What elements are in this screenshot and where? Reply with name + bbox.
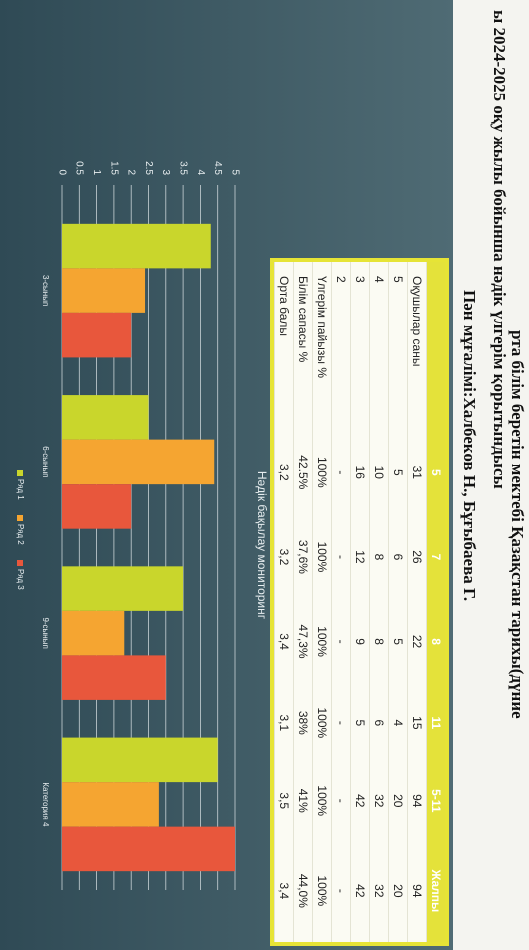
legend-label: Ряд 1 bbox=[16, 479, 25, 500]
legend-swatch bbox=[17, 560, 23, 566]
y-tick-label: 0.5 bbox=[74, 161, 85, 175]
bar bbox=[62, 395, 149, 440]
legend-label: Ряд 2 bbox=[16, 524, 25, 545]
legend-label: Ряд 3 bbox=[16, 569, 25, 590]
y-tick-label: 1.5 bbox=[108, 161, 119, 175]
legend-swatch bbox=[17, 515, 23, 521]
bar bbox=[62, 312, 132, 358]
legend-swatch bbox=[17, 470, 23, 476]
bar bbox=[62, 566, 184, 611]
y-tick-label: 3.5 bbox=[177, 161, 188, 175]
bar bbox=[61, 655, 166, 700]
y-tick-label: 2.5 bbox=[143, 161, 154, 175]
x-tick-label: 6-сынып bbox=[41, 446, 50, 477]
x-tick-label: Категория 4 bbox=[41, 782, 50, 827]
chart-title: Нәдік бақылау мониторинг bbox=[255, 471, 269, 620]
x-tick-label: 3-сынып bbox=[41, 275, 50, 306]
bar bbox=[62, 782, 159, 827]
y-tick-label: 5 bbox=[229, 169, 240, 175]
bar bbox=[62, 737, 218, 783]
y-tick-label: 3 bbox=[160, 169, 171, 175]
y-tick-label: 0 bbox=[56, 169, 67, 175]
y-tick-label: 1 bbox=[91, 169, 102, 175]
y-tick-label: 4.5 bbox=[212, 161, 223, 175]
bar bbox=[62, 484, 132, 529]
y-tick-label: 4 bbox=[195, 169, 206, 175]
bar bbox=[62, 223, 211, 269]
y-tick-label: 2 bbox=[126, 169, 137, 175]
bar bbox=[62, 610, 125, 656]
x-tick-label: 9-сынып bbox=[41, 617, 50, 648]
bar bbox=[62, 826, 235, 872]
bar bbox=[61, 439, 215, 485]
bar bbox=[62, 268, 146, 313]
